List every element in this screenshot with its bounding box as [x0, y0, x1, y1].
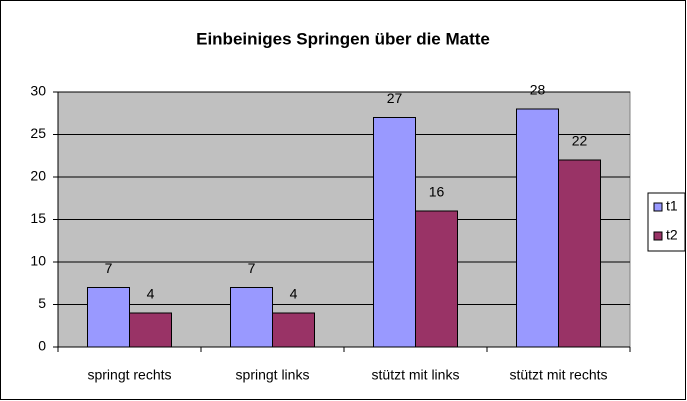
y-tick-label: 25 — [30, 125, 46, 141]
x-tick-label: springt links — [236, 367, 310, 383]
data-label: 16 — [429, 184, 445, 200]
bar — [272, 312, 315, 348]
y-tick-label: 5 — [38, 295, 46, 311]
legend-swatch — [653, 202, 663, 212]
data-label: 22 — [572, 133, 588, 149]
data-label: 7 — [248, 260, 256, 276]
y-tick-label: 0 — [38, 338, 46, 354]
data-label: 4 — [290, 286, 298, 302]
y-tick-label: 15 — [30, 210, 46, 226]
x-tick-label: stützt mit links — [372, 367, 460, 383]
chart-title: Einbeiniges Springen über die Matte — [196, 29, 490, 48]
bar — [516, 108, 559, 348]
y-tick-label: 20 — [30, 168, 46, 184]
data-label: 4 — [147, 286, 155, 302]
bar — [129, 312, 172, 348]
y-tick-label: 30 — [30, 83, 46, 99]
bar — [87, 287, 130, 348]
data-label: 27 — [387, 90, 403, 106]
legend-swatch — [653, 231, 663, 241]
legend-label: t2 — [666, 227, 678, 243]
y-tick-label: 10 — [30, 253, 46, 269]
x-tick-label: stützt mit rechts — [509, 367, 607, 383]
data-label: 7 — [105, 260, 113, 276]
x-tick-label: springt rechts — [87, 367, 171, 383]
bar — [558, 159, 601, 348]
legend-label: t1 — [666, 198, 678, 214]
bar — [230, 287, 273, 348]
bar — [373, 117, 416, 348]
bar — [415, 210, 458, 348]
data-label: 28 — [530, 82, 546, 98]
